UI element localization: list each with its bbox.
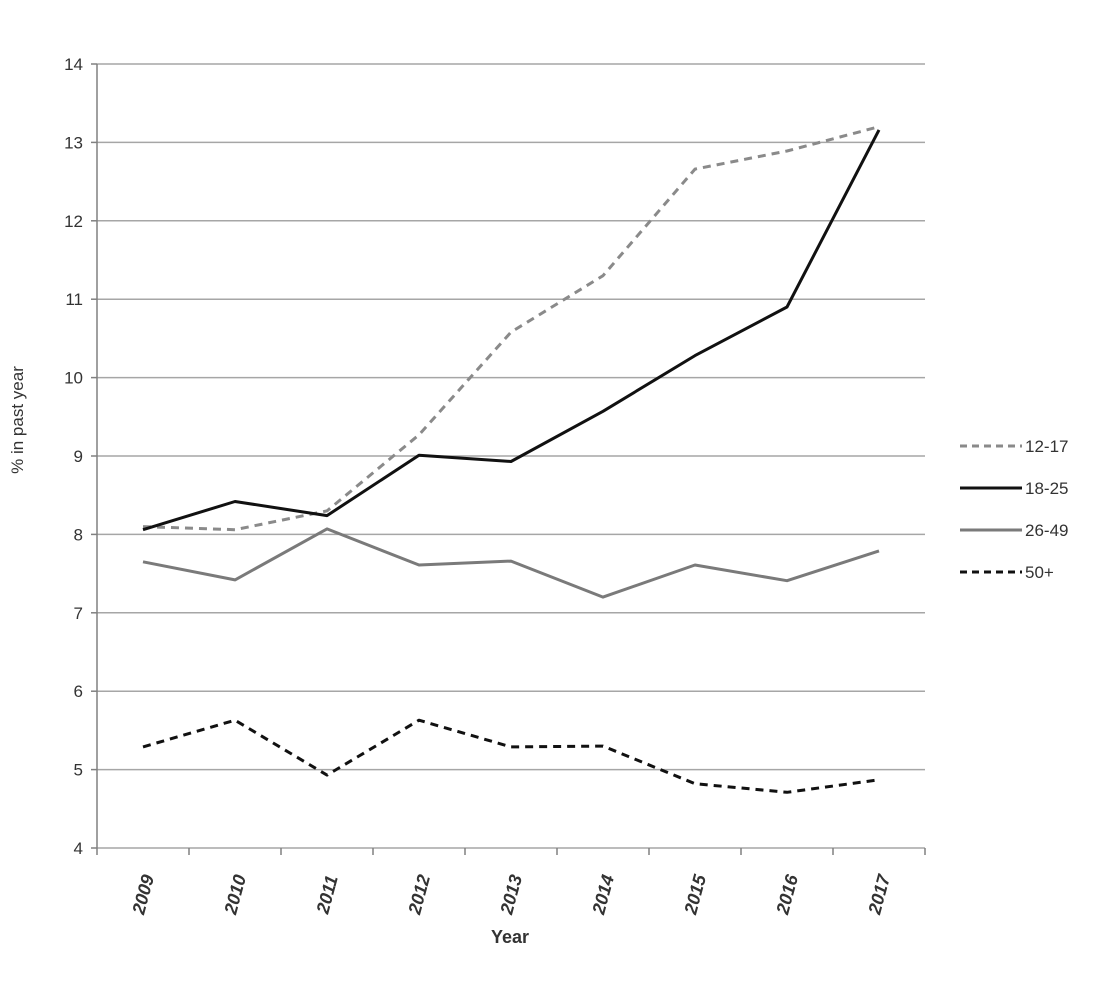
legend: 12-17 18-25 26-49 50+	[960, 437, 1068, 582]
y-tick-label: 11	[65, 290, 83, 309]
legend-label: 12-17	[1025, 437, 1068, 456]
legend-label: 26-49	[1025, 521, 1068, 540]
series-line-50+	[142, 718, 880, 794]
y-tick-label: 13	[64, 133, 83, 152]
series-line-18-25	[142, 129, 881, 532]
x-tick-label: 2015	[680, 872, 710, 918]
x-tick-label: 2012	[404, 873, 434, 918]
series-lines	[142, 125, 881, 794]
y-tick-label: 12	[64, 212, 83, 231]
y-tick-label: 7	[74, 604, 83, 623]
x-tick-label: 2010	[220, 873, 250, 918]
series-line-12-17	[142, 125, 880, 532]
x-tick-label: 2009	[128, 873, 158, 918]
y-axis-label: % in past year	[8, 366, 27, 474]
y-tick-label: 4	[74, 839, 83, 858]
y-tick-label: 9	[74, 447, 83, 466]
y-tick-label: 8	[74, 525, 83, 544]
series-line-26-49	[142, 527, 880, 599]
y-tick-label: 6	[74, 682, 83, 701]
x-tick-label: 2016	[772, 872, 802, 918]
gridlines	[97, 63, 925, 849]
x-tick-label: 2017	[864, 872, 894, 918]
legend-label: 18-25	[1025, 479, 1068, 498]
y-tick-label: 5	[74, 761, 83, 780]
x-tick-label: 2011	[312, 873, 342, 917]
legend-label: 50+	[1025, 563, 1054, 582]
y-tick-label: 10	[64, 369, 83, 388]
x-tick-label: 2014	[588, 873, 618, 918]
y-tick-label: 14	[64, 55, 83, 74]
x-tick-label: 2013	[496, 873, 526, 918]
x-axis-label: Year	[491, 927, 529, 947]
axes: 4 5 6 7 8 9 10 11 12 13 14 2009 2010 2011 2012 2013 2014…	[64, 55, 926, 918]
